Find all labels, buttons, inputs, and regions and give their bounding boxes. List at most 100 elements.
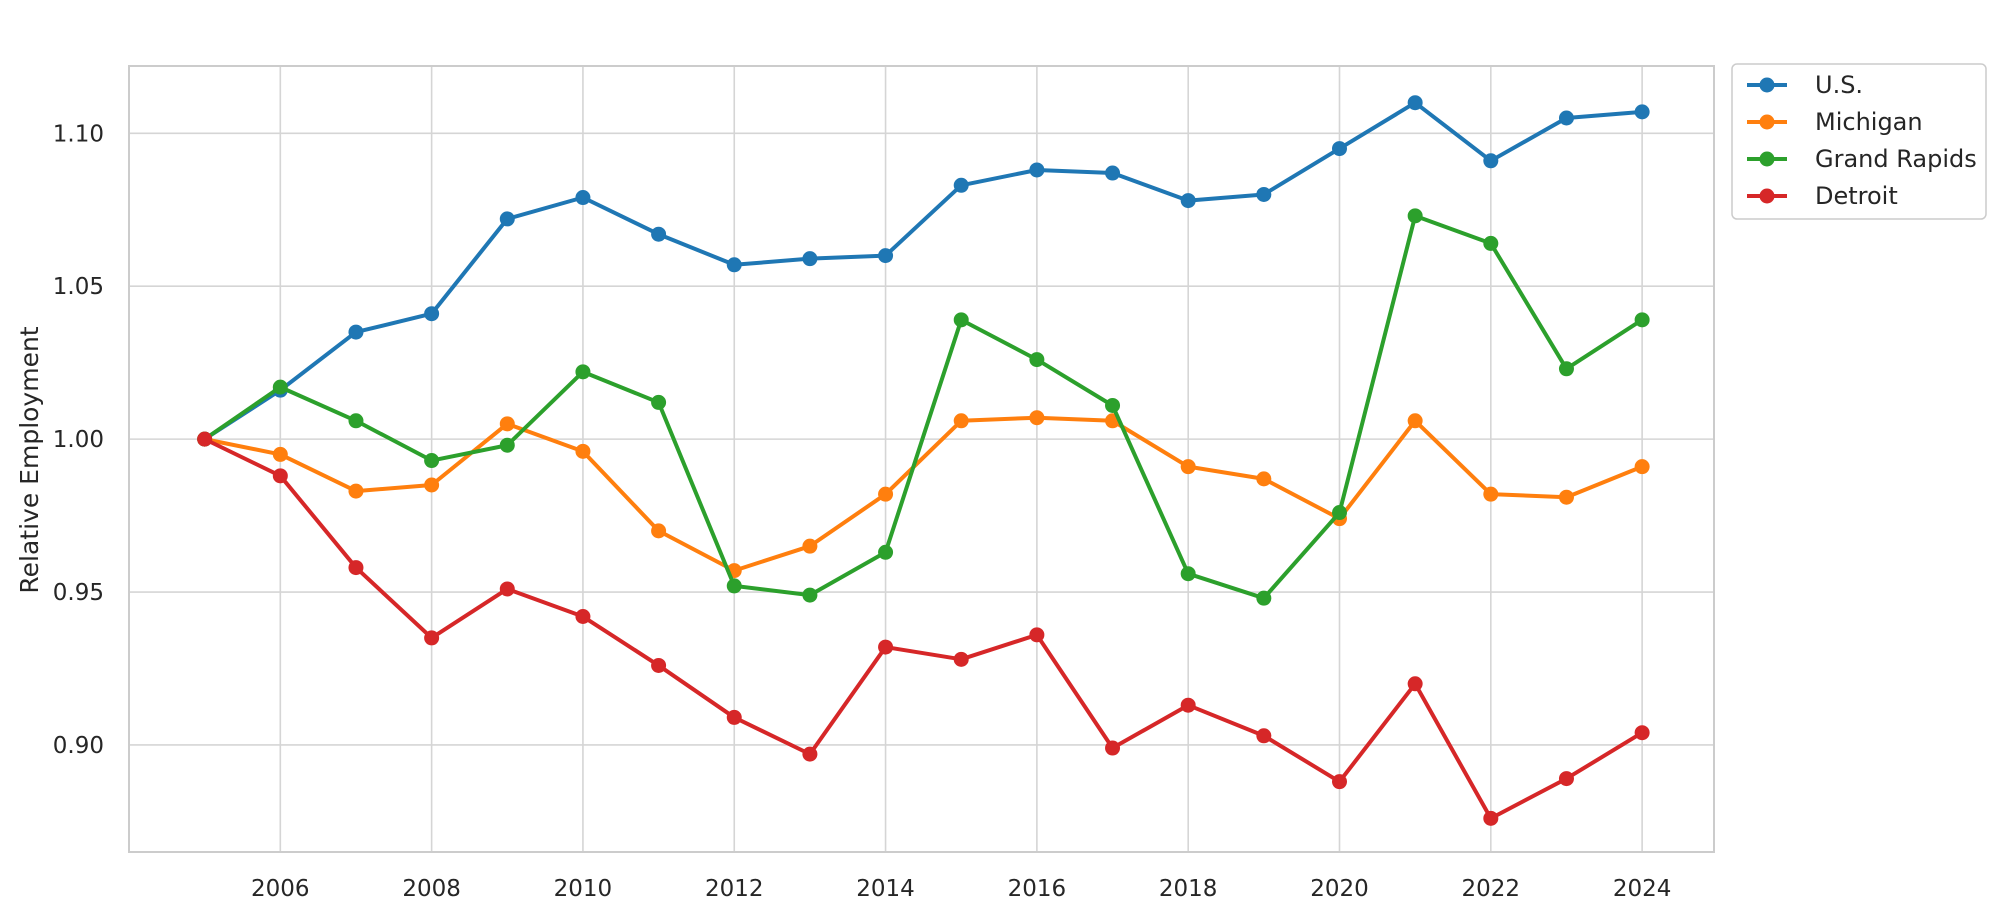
legend-label: U.S. bbox=[1815, 71, 1863, 99]
data-point bbox=[802, 251, 818, 267]
data-point bbox=[878, 639, 894, 655]
data-point bbox=[575, 443, 591, 459]
data-point bbox=[1332, 774, 1348, 790]
data-point bbox=[1029, 162, 1045, 178]
data-point bbox=[1634, 104, 1650, 120]
data-point bbox=[651, 657, 667, 673]
data-point bbox=[197, 431, 213, 447]
y-axis-ticks: 0.90 0.95 1.00 1.05 1.10 bbox=[53, 121, 104, 759]
data-point bbox=[1483, 486, 1499, 502]
y-tick-label: 1.05 bbox=[53, 274, 104, 300]
data-point bbox=[272, 468, 288, 484]
data-point bbox=[1029, 352, 1045, 368]
data-point bbox=[651, 394, 667, 410]
plot-frame bbox=[128, 65, 1715, 853]
data-point bbox=[1634, 725, 1650, 741]
data-point bbox=[1256, 728, 1272, 744]
legend-item: Detroit bbox=[1747, 182, 1898, 210]
series-detroit bbox=[197, 431, 1650, 826]
data-point bbox=[424, 306, 440, 322]
data-point bbox=[1407, 208, 1423, 224]
data-point bbox=[1256, 186, 1272, 202]
data-point bbox=[953, 177, 969, 193]
legend-frame bbox=[1731, 63, 1987, 220]
y-tick-label: 0.95 bbox=[53, 580, 104, 606]
data-point bbox=[575, 609, 591, 625]
data-point bbox=[1180, 459, 1196, 475]
series-michigan bbox=[197, 410, 1650, 579]
y-axis-label: Relative Employment bbox=[15, 326, 44, 593]
x-tick-label: 2006 bbox=[251, 876, 310, 902]
legend-marker bbox=[1759, 114, 1775, 130]
data-point bbox=[1483, 153, 1499, 169]
data-point bbox=[424, 630, 440, 646]
data-point bbox=[1407, 413, 1423, 429]
series-line bbox=[202, 415, 1645, 573]
legend-marker bbox=[1759, 188, 1775, 204]
legend-marker bbox=[1759, 151, 1775, 167]
data-point bbox=[726, 709, 742, 725]
x-tick-label: 2008 bbox=[402, 876, 461, 902]
y-tick-label: 1.00 bbox=[53, 427, 104, 453]
data-point bbox=[1029, 627, 1045, 643]
data-point bbox=[1558, 110, 1574, 126]
data-point bbox=[1483, 810, 1499, 826]
x-tick-label: 2016 bbox=[1008, 876, 1067, 902]
data-point bbox=[1180, 697, 1196, 713]
data-point bbox=[575, 190, 591, 206]
data-point bbox=[878, 486, 894, 502]
data-point bbox=[424, 453, 440, 469]
data-point bbox=[802, 538, 818, 554]
series-grand-rapids bbox=[197, 208, 1650, 606]
y-tick-label: 0.90 bbox=[53, 733, 104, 759]
data-point bbox=[1558, 361, 1574, 377]
x-tick-label: 2024 bbox=[1613, 876, 1672, 902]
data-point bbox=[499, 437, 515, 453]
series-line bbox=[202, 100, 1645, 442]
y-tick-label: 1.10 bbox=[53, 121, 104, 147]
series-line bbox=[202, 213, 1645, 601]
data-point bbox=[348, 324, 364, 340]
data-point bbox=[1105, 397, 1121, 413]
data-point bbox=[1180, 193, 1196, 209]
legend-marker bbox=[1759, 77, 1775, 93]
data-point bbox=[1407, 676, 1423, 692]
x-tick-label: 2020 bbox=[1310, 876, 1369, 902]
series bbox=[197, 95, 1650, 826]
data-point bbox=[1105, 740, 1121, 756]
legend-item: Michigan bbox=[1747, 108, 1923, 136]
x-tick-label: 2022 bbox=[1462, 876, 1521, 902]
data-point bbox=[348, 413, 364, 429]
data-point bbox=[1332, 141, 1348, 157]
legend-item: Grand Rapids bbox=[1747, 145, 1977, 173]
data-point bbox=[726, 578, 742, 594]
legend-item: U.S. bbox=[1747, 71, 1863, 99]
legend-label: Michigan bbox=[1815, 108, 1923, 136]
data-point bbox=[651, 523, 667, 539]
data-point bbox=[1256, 471, 1272, 487]
data-point bbox=[575, 364, 591, 380]
data-point bbox=[878, 248, 894, 264]
data-point bbox=[1332, 505, 1348, 521]
data-point bbox=[1558, 771, 1574, 787]
data-point bbox=[499, 211, 515, 227]
data-point bbox=[1105, 165, 1121, 181]
data-point bbox=[651, 226, 667, 242]
data-point bbox=[1256, 590, 1272, 606]
x-tick-label: 2018 bbox=[1159, 876, 1218, 902]
data-point bbox=[424, 477, 440, 493]
data-point bbox=[348, 483, 364, 499]
data-point bbox=[499, 581, 515, 597]
data-point bbox=[348, 560, 364, 576]
data-point bbox=[1029, 410, 1045, 426]
data-point bbox=[272, 379, 288, 395]
series-u-s bbox=[197, 95, 1650, 447]
data-point bbox=[1483, 235, 1499, 251]
series-line bbox=[202, 437, 1645, 821]
data-point bbox=[1634, 312, 1650, 328]
data-point bbox=[499, 416, 515, 432]
data-point bbox=[802, 746, 818, 762]
data-point bbox=[802, 587, 818, 603]
data-point bbox=[878, 544, 894, 560]
